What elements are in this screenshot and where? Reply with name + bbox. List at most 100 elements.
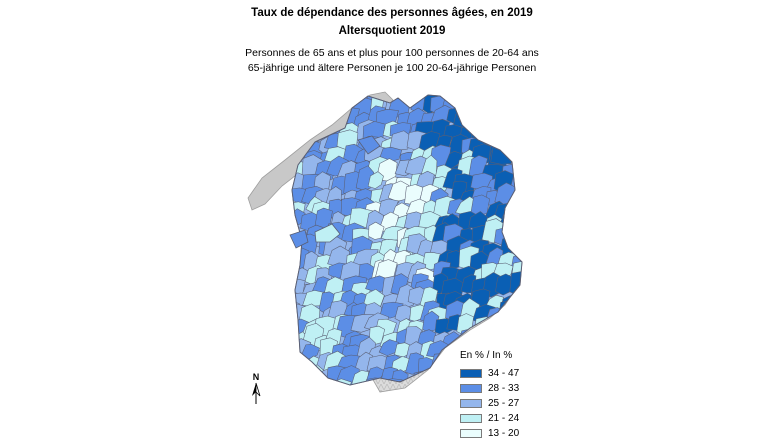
- commune-polygon: [430, 353, 455, 376]
- commune-polygon: [497, 132, 521, 152]
- commune-polygon: [504, 325, 522, 349]
- exclave-estavayer: [289, 229, 309, 249]
- commune-polygon: [498, 123, 518, 142]
- commune-polygon: [292, 96, 313, 118]
- commune-polygon: [351, 382, 376, 385]
- commune-polygon: [292, 271, 295, 296]
- commune-polygon: [506, 95, 522, 106]
- commune-polygon: [292, 326, 295, 353]
- commune-polygon: [292, 104, 293, 127]
- exclave-vuissens: [314, 223, 341, 243]
- commune-polygon: [338, 95, 362, 104]
- commune-polygon: [496, 316, 514, 334]
- commune-polygon: [511, 232, 522, 256]
- legend-title: En % / In %: [460, 350, 513, 361]
- commune-polygon: [483, 318, 508, 337]
- commune-polygon: [292, 289, 298, 311]
- commune-polygon: [315, 106, 334, 127]
- commune-polygon: [292, 234, 294, 259]
- legend-item: 34 - 47: [460, 366, 519, 381]
- commune-polygon: [292, 263, 294, 281]
- commune-polygon: [311, 95, 331, 116]
- commune-polygon: [315, 95, 336, 99]
- commune-polygon: [432, 381, 450, 385]
- commune-polygon: [458, 328, 482, 348]
- legend-swatch: [460, 369, 482, 378]
- commune-polygon: [325, 95, 349, 98]
- map-subtitle-fr: Personnes de 65 ans et plus pour 100 per…: [245, 47, 539, 59]
- commune-polygon: [480, 95, 502, 114]
- commune-polygon: [472, 324, 491, 348]
- canton-boundary: [291, 94, 523, 386]
- commune-polygon: [292, 250, 293, 272]
- legend-item: 13 - 20: [460, 426, 519, 441]
- legend-item: 28 - 33: [460, 381, 519, 396]
- commune-polygon: [292, 356, 296, 377]
- commune-polygon: [302, 108, 328, 128]
- commune-polygon: [292, 380, 309, 385]
- commune-polygon: [292, 364, 307, 385]
- map-title-fr: Taux de dépendance des personnes âgées, …: [251, 7, 533, 19]
- commune-polygon: [474, 95, 496, 105]
- legend-label: 28 - 33: [488, 383, 520, 394]
- exclave-north: [357, 135, 381, 155]
- commune-polygon: [458, 95, 478, 114]
- commune-polygon: [513, 95, 522, 115]
- commune-polygon: [493, 95, 514, 115]
- legend-item: 21 - 24: [460, 411, 519, 426]
- commune-polygon: [292, 118, 310, 144]
- legend-label: 21 - 24: [488, 413, 520, 424]
- commune-polygon: [509, 226, 522, 248]
- commune-polygon: [331, 95, 352, 112]
- legend: En % / In % 34 - 47 28 - 33 25 - 27 21 -…: [460, 349, 519, 441]
- commune-polygon: [516, 150, 522, 172]
- legend-label: 13 - 20: [488, 428, 520, 439]
- commune-polygon: [292, 314, 295, 333]
- commune-polygon: [292, 365, 298, 385]
- commune-polygon: [447, 95, 464, 101]
- commune-polygon: [338, 386, 359, 405]
- commune-polygon: [500, 106, 519, 132]
- commune-polygon: [292, 198, 296, 220]
- legend-swatch: [460, 399, 482, 408]
- commune-polygon: [292, 104, 310, 126]
- commune-polygon: [512, 121, 522, 143]
- north-letter: N: [252, 372, 260, 382]
- commune-polygon: [330, 378, 352, 385]
- commune-polygon: [292, 95, 293, 111]
- commune-polygon: [509, 107, 522, 131]
- commune-polygon: [368, 221, 385, 240]
- commune-polygon: [471, 96, 495, 117]
- commune-polygon: [292, 95, 307, 102]
- commune-polygon: [484, 109, 508, 127]
- commune-polygon: [513, 161, 522, 186]
- commune-polygon: [508, 130, 522, 153]
- legend-item: 25 - 27: [460, 396, 519, 411]
- legend-label: 25 - 27: [488, 398, 520, 409]
- map-title-de: Altersquotient 2019: [338, 25, 446, 37]
- commune-polygon: [313, 380, 336, 385]
- commune-polygon: [306, 364, 325, 385]
- commune-polygon: [483, 95, 502, 105]
- commune-polygon: [416, 378, 436, 385]
- map-subtitle-de: 65-jährige und ältere Personen je 100 20…: [247, 62, 537, 74]
- commune-polygon: [514, 212, 522, 230]
- commune-polygon: [292, 356, 306, 382]
- commune-polygon: [300, 95, 321, 99]
- commune-polygon: [431, 367, 454, 385]
- commune-polygon: [498, 300, 519, 318]
- north-arrow-icon: [252, 382, 261, 404]
- commune-polygon: [472, 104, 493, 122]
- legend-swatch: [460, 429, 482, 438]
- commune-polygon: [292, 95, 296, 101]
- commune-polygon: [292, 381, 300, 385]
- commune-polygon: [390, 95, 412, 100]
- commune-polygon: [304, 379, 325, 385]
- commune-polygon: [292, 134, 293, 154]
- commune-polygon: [497, 95, 517, 98]
- commune-polygon: [480, 122, 506, 144]
- commune-polygon: [513, 310, 522, 333]
- legend-label: 34 - 47: [488, 368, 520, 379]
- commune-polygon: [300, 95, 321, 110]
